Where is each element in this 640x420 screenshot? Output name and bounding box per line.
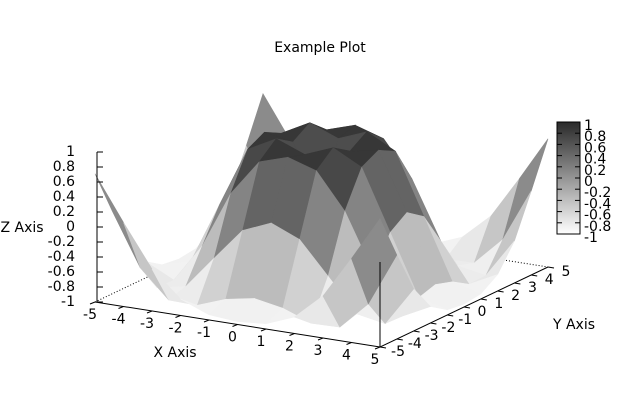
x-tick [89,301,96,305]
cb-tick-label: 0 [584,174,593,190]
surface [94,93,549,328]
z-axis-label: Z Axis [0,220,43,236]
x-axis-label: X Axis [153,345,196,361]
y-tick [430,322,437,325]
x-tick-label: 0 [228,330,237,346]
x-tick-label: 3 [314,343,323,359]
y-tick-label: -5 [391,344,405,360]
surface-cell [351,218,398,305]
cb-tick-label: -0.6 [584,208,611,224]
z-tick-label: 0 [66,219,75,235]
cb-tick-label: 1 [584,118,593,134]
y-tick [413,330,420,333]
x-tick-label: -5 [83,307,97,323]
z-tick-label: 0.4 [53,189,75,205]
y-tick [480,298,487,301]
surface-cell [502,138,549,240]
x-tick-label: -3 [140,316,154,332]
x-tick-label: -4 [112,312,126,328]
y-tick-label: 4 [545,272,554,288]
y-tick [497,290,504,293]
y-tick-label: 5 [562,264,571,280]
y-tick [379,346,387,349]
cb-tick-label: -1 [584,230,598,246]
cb-tick-label: 0.4 [584,152,606,168]
y-tick [514,282,521,285]
x-tick [346,342,352,345]
axes: -5 -4 -3 -2 -1 0 1 2 3 4 5 -5 -4 -3 -2 -1 0 1 2 3 4 5-1-0.8-0… [48,118,612,368]
y-tick [396,338,403,341]
y-tick-label: -2 [441,320,455,336]
x-tick-label: -1 [197,325,211,341]
surface-cell [123,222,170,301]
y-tick-label: -1 [458,312,472,328]
z-tick-label: -0.4 [48,249,75,265]
x-tick [203,319,210,323]
z-tick-label: 0.6 [53,174,75,190]
z-tick-label: -0.8 [48,279,75,295]
cb-tick-label: 0.8 [584,129,606,145]
cb-tick-label: -0.4 [584,196,611,212]
x-tick [374,346,381,350]
x-tick-label: 4 [342,348,351,364]
y-tick-label: 2 [511,288,520,304]
y-tick-label: -4 [408,336,422,352]
cb-tick-label: -0.2 [584,185,611,201]
x-tick-label: 2 [285,339,294,355]
chart-title: Example Plot [274,40,366,56]
x-tick [289,333,295,336]
y-tick-label: 1 [494,296,503,312]
y-tick [547,266,555,269]
surface-cell [94,173,141,268]
x-tick-label: 1 [257,334,266,350]
x-tick [118,306,124,309]
x-tick-label: 5 [371,352,380,368]
z-tick-label: -0.6 [48,264,75,280]
cb-tick-label: -0.8 [584,219,611,235]
x-tick [175,315,181,318]
x-tick [260,328,267,332]
z-tick-label: 0.8 [53,159,75,175]
z-tick-label: -0.2 [48,234,75,250]
cb-tick-label: 0.2 [584,163,606,179]
y-tick [463,306,471,309]
x-tick [232,324,238,327]
z-tick-label: -1 [61,294,75,310]
cb-tick-label: 0.6 [584,140,606,156]
y-tick-label: 3 [528,280,537,296]
y-tick-label: -3 [425,328,439,344]
y-axis-label: Y Axis [552,317,595,333]
y-tick [447,314,454,317]
z-tick-label: 1 [66,144,75,160]
x-tick [146,310,153,314]
y-tick-label: 0 [478,304,487,320]
x-tick [317,337,324,341]
z-tick-label: 0.2 [53,204,75,220]
y-tick [531,274,538,277]
x-tick-label: -2 [169,321,183,337]
